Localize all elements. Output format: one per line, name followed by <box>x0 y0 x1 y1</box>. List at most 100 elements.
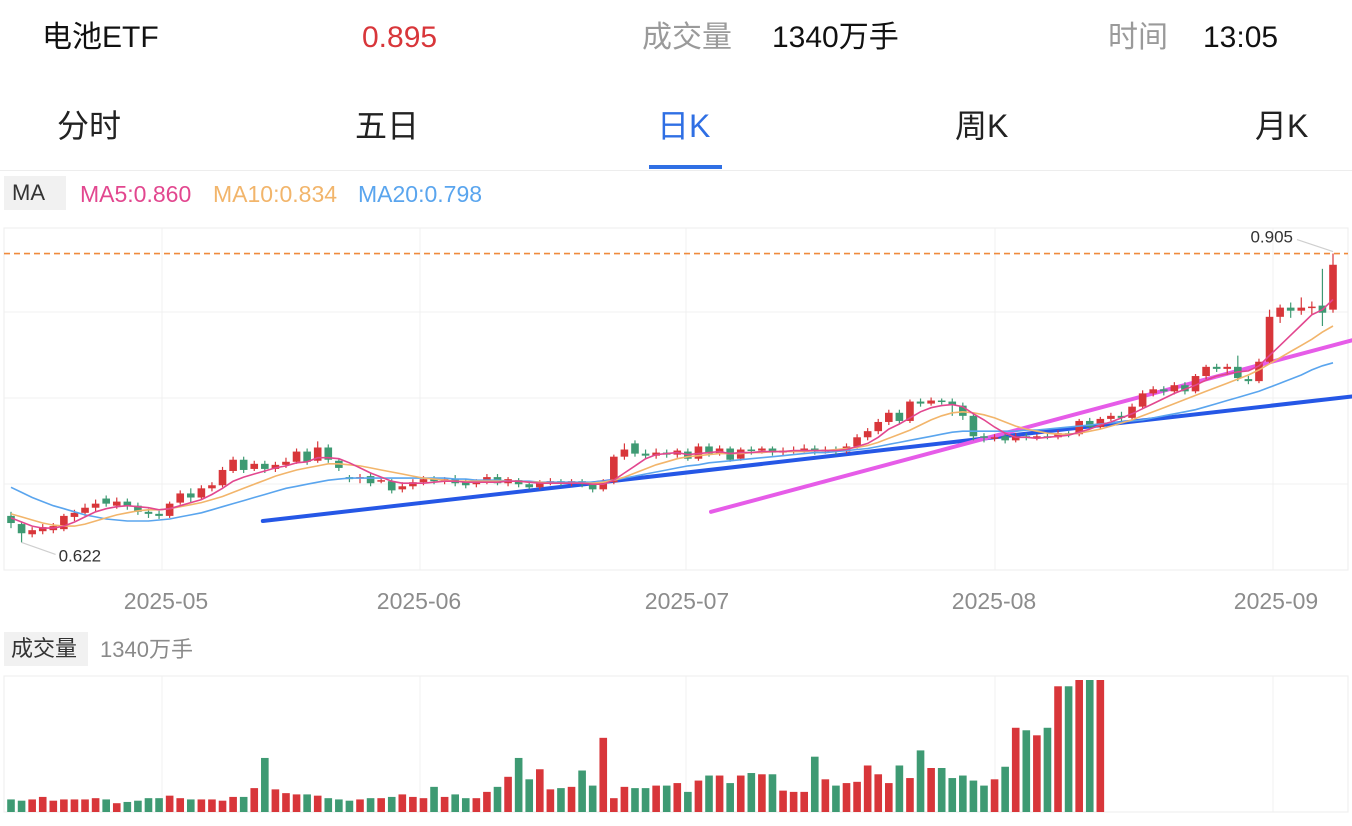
ma10-value: MA10:0.834 <box>213 181 338 207</box>
candle-body <box>17 524 26 534</box>
candle-body <box>1329 264 1337 310</box>
volume-bar <box>684 791 692 812</box>
volume-bar <box>1054 686 1062 812</box>
volume-bar <box>102 799 110 812</box>
candle-body <box>747 449 756 452</box>
candle-body <box>1255 361 1263 382</box>
ma5-value: MA5:0.860 <box>80 181 192 207</box>
candle-body <box>398 486 407 490</box>
ma-indicator-button[interactable]: MA <box>4 176 66 210</box>
candle-body <box>705 446 713 454</box>
candle-body <box>959 405 967 416</box>
volume-bar <box>144 798 153 812</box>
volume-bar <box>599 737 608 812</box>
candle-body <box>535 483 544 488</box>
ma-legend: MA MA5:0.860 MA10:0.834 MA20:0.798 <box>0 176 1352 212</box>
volume-bar <box>430 786 438 812</box>
min-label-leader <box>21 541 56 556</box>
volume-bar <box>17 800 26 812</box>
volume-bar <box>916 750 925 812</box>
candle-body <box>1202 366 1210 377</box>
volume-bar <box>980 785 988 812</box>
volume-bar <box>134 800 142 812</box>
candle-body <box>768 448 777 453</box>
volume-bar <box>282 793 290 812</box>
volume-bar <box>959 775 967 812</box>
candle-body <box>155 513 163 516</box>
tab-daily-k[interactable]: 日K <box>657 108 711 144</box>
ma5-line <box>10 298 1334 529</box>
volume-bar <box>472 798 481 812</box>
volume-bar <box>504 776 512 812</box>
volume-bar <box>493 786 502 812</box>
candle-body <box>239 459 248 470</box>
volume-bar <box>715 775 724 812</box>
last-price: 0.895 <box>362 21 438 54</box>
trend-line-blue <box>260 394 1352 523</box>
volume-bar <box>641 788 650 812</box>
candle-body <box>313 447 322 461</box>
volume-bar <box>186 799 195 812</box>
tab-monthly-k[interactable]: 月K <box>1255 108 1309 144</box>
candle-body <box>250 463 259 469</box>
volume-bar <box>197 799 206 812</box>
candle-body <box>282 461 290 465</box>
x-axis-label: 2025-09 <box>1234 588 1318 614</box>
candle-body <box>1085 420 1094 428</box>
candle-body <box>7 515 15 524</box>
chart-labels: 2025-05 2025-06 2025-07 2025-08 2025-09 0.905… <box>21 228 1334 614</box>
volume-bar <box>789 791 798 812</box>
price-plot-frame <box>3 227 1349 571</box>
volume-bar <box>821 779 830 812</box>
candle-body <box>377 480 385 482</box>
volume-bar <box>324 798 333 812</box>
volume-bar <box>927 768 935 812</box>
volume-bar <box>1075 680 1083 812</box>
candle-body <box>70 512 79 517</box>
candle-body <box>1181 385 1189 392</box>
volume-indicator-button[interactable]: 成交量 <box>4 632 88 666</box>
candle-body <box>303 451 311 462</box>
tab-five-day[interactable]: 五日 <box>355 108 420 144</box>
candle-body <box>1107 415 1115 419</box>
candle-body <box>885 412 893 422</box>
candle-body <box>937 400 946 403</box>
volume-bar <box>1064 686 1073 812</box>
volume-bar <box>662 785 671 812</box>
volume-bar <box>123 801 132 812</box>
volume-bar <box>419 798 428 812</box>
volume-bar <box>758 774 766 812</box>
tab-intraday[interactable]: 分时 <box>57 108 122 144</box>
tab-weekly-k[interactable]: 周K <box>955 108 1009 144</box>
volume-bar <box>303 794 311 812</box>
candle-body <box>1149 389 1158 394</box>
volume-bar <box>1011 727 1020 812</box>
candle-body <box>895 412 904 421</box>
candle-body <box>1011 436 1020 441</box>
volume-bar <box>387 796 396 812</box>
volume-bar <box>38 796 47 812</box>
volume-bar <box>1085 680 1094 812</box>
volume-bar <box>810 756 819 812</box>
ma10-line <box>10 325 1334 527</box>
candle-body <box>1138 393 1147 407</box>
volume-indicator-value: 1340万手 <box>100 637 193 662</box>
volume-bar <box>366 798 375 812</box>
volume-bar <box>461 798 470 812</box>
volume-bar <box>313 795 322 812</box>
volume-bar <box>620 786 629 812</box>
volume-bar <box>768 774 777 812</box>
candle-body <box>165 503 174 516</box>
x-axis-label: 2025-06 <box>377 588 461 614</box>
volume-bar <box>28 799 36 812</box>
candle-body <box>758 448 766 451</box>
volume-bar <box>948 778 957 812</box>
volume-bar <box>631 788 639 812</box>
volume-bar <box>885 783 893 812</box>
volume-bar <box>832 785 840 812</box>
candle-body <box>1054 433 1062 438</box>
volume-bar <box>250 788 259 812</box>
candle-body <box>1096 418 1105 428</box>
min-price-label: 0.622 <box>59 546 102 565</box>
